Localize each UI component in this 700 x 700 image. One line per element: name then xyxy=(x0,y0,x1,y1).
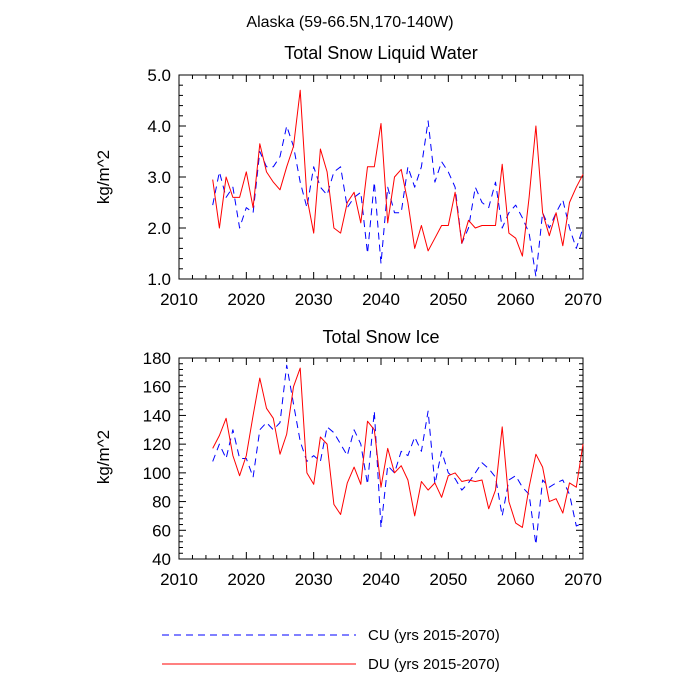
x-tick-label: 2030 xyxy=(295,570,333,589)
y-tick-label: 1.0 xyxy=(147,270,171,289)
series-line-cu xyxy=(212,364,584,546)
x-tick-label: 2040 xyxy=(362,290,400,309)
x-tick-label: 2070 xyxy=(564,570,602,589)
series-line-cu xyxy=(212,120,584,277)
figure-title: Alaska (59-66.5N,170-140W) xyxy=(246,14,453,31)
y-tick-label: 100 xyxy=(143,464,171,483)
series-line-du xyxy=(212,89,584,257)
x-tick-label: 2060 xyxy=(497,290,535,309)
series-line-du xyxy=(212,367,584,528)
y-axis-label: kg/m^2 xyxy=(94,430,113,484)
y-tick-label: 120 xyxy=(143,435,171,454)
x-tick-label: 2070 xyxy=(564,290,602,309)
y-tick-label: 5.0 xyxy=(147,66,171,85)
legend-label-cu: CU (yrs 2015-2070) xyxy=(368,627,500,644)
y-tick-label: 140 xyxy=(143,406,171,425)
x-tick-label: 2020 xyxy=(227,290,265,309)
x-tick-label: 2050 xyxy=(429,290,467,309)
y-tick-label: 180 xyxy=(143,349,171,368)
legend-label-du: DU (yrs 2015-2070) xyxy=(368,656,500,673)
x-tick-label: 2010 xyxy=(160,290,198,309)
y-tick-label: 4.0 xyxy=(147,117,171,136)
y-tick-label: 80 xyxy=(152,493,171,512)
chart-title: Total Snow Ice xyxy=(322,327,439,347)
y-axis-label: kg/m^2 xyxy=(94,150,113,204)
x-tick-label: 2030 xyxy=(295,290,333,309)
y-tick-label: 2.0 xyxy=(147,219,171,238)
x-tick-label: 2050 xyxy=(429,570,467,589)
chart-title: Total Snow Liquid Water xyxy=(284,43,477,63)
y-tick-label: 3.0 xyxy=(147,168,171,187)
chart-snow-ice: Total Snow Ice kg/m^2 2010 2020 2030 2040 20… xyxy=(94,327,602,589)
plot-frame xyxy=(178,74,584,280)
y-tick-label: 60 xyxy=(152,521,171,540)
x-tick-label: 2040 xyxy=(362,570,400,589)
x-tick-label: 2010 xyxy=(160,570,198,589)
plot-frame xyxy=(178,357,584,560)
legend: CU (yrs 2015-2070) DU (yrs 2015-2070) xyxy=(162,627,500,673)
x-tick-label: 2020 xyxy=(227,570,265,589)
chart-snow-liquid-water: Total Snow Liquid Water kg/m^2 2010 2020 2… xyxy=(94,43,602,309)
x-tick-label: 2060 xyxy=(497,570,535,589)
y-tick-label: 160 xyxy=(143,378,171,397)
y-tick-label: 40 xyxy=(152,550,171,569)
